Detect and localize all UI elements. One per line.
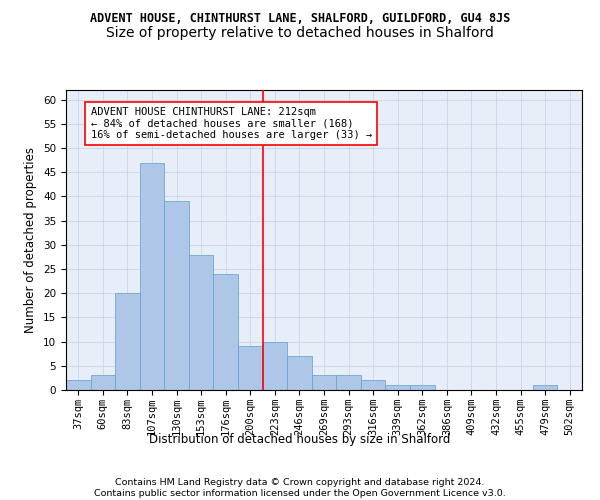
Bar — [410, 385, 434, 390]
Text: ADVENT HOUSE CHINTHURST LANE: 212sqm
← 84% of detached houses are smaller (168)
: ADVENT HOUSE CHINTHURST LANE: 212sqm ← 8… — [91, 107, 372, 140]
Bar — [214, 274, 238, 390]
Bar — [312, 376, 336, 390]
Bar — [189, 254, 214, 390]
Bar — [533, 385, 557, 390]
Text: Distribution of detached houses by size in Shalford: Distribution of detached houses by size … — [149, 432, 451, 446]
Bar — [238, 346, 263, 390]
Bar — [115, 293, 140, 390]
Text: Contains HM Land Registry data © Crown copyright and database right 2024.
Contai: Contains HM Land Registry data © Crown c… — [94, 478, 506, 498]
Bar — [263, 342, 287, 390]
Bar — [336, 376, 361, 390]
Bar — [91, 376, 115, 390]
Bar — [66, 380, 91, 390]
Y-axis label: Number of detached properties: Number of detached properties — [25, 147, 37, 333]
Bar — [287, 356, 312, 390]
Text: Size of property relative to detached houses in Shalford: Size of property relative to detached ho… — [106, 26, 494, 40]
Bar — [361, 380, 385, 390]
Text: ADVENT HOUSE, CHINTHURST LANE, SHALFORD, GUILDFORD, GU4 8JS: ADVENT HOUSE, CHINTHURST LANE, SHALFORD,… — [90, 12, 510, 26]
Bar — [140, 162, 164, 390]
Bar — [385, 385, 410, 390]
Bar — [164, 202, 189, 390]
